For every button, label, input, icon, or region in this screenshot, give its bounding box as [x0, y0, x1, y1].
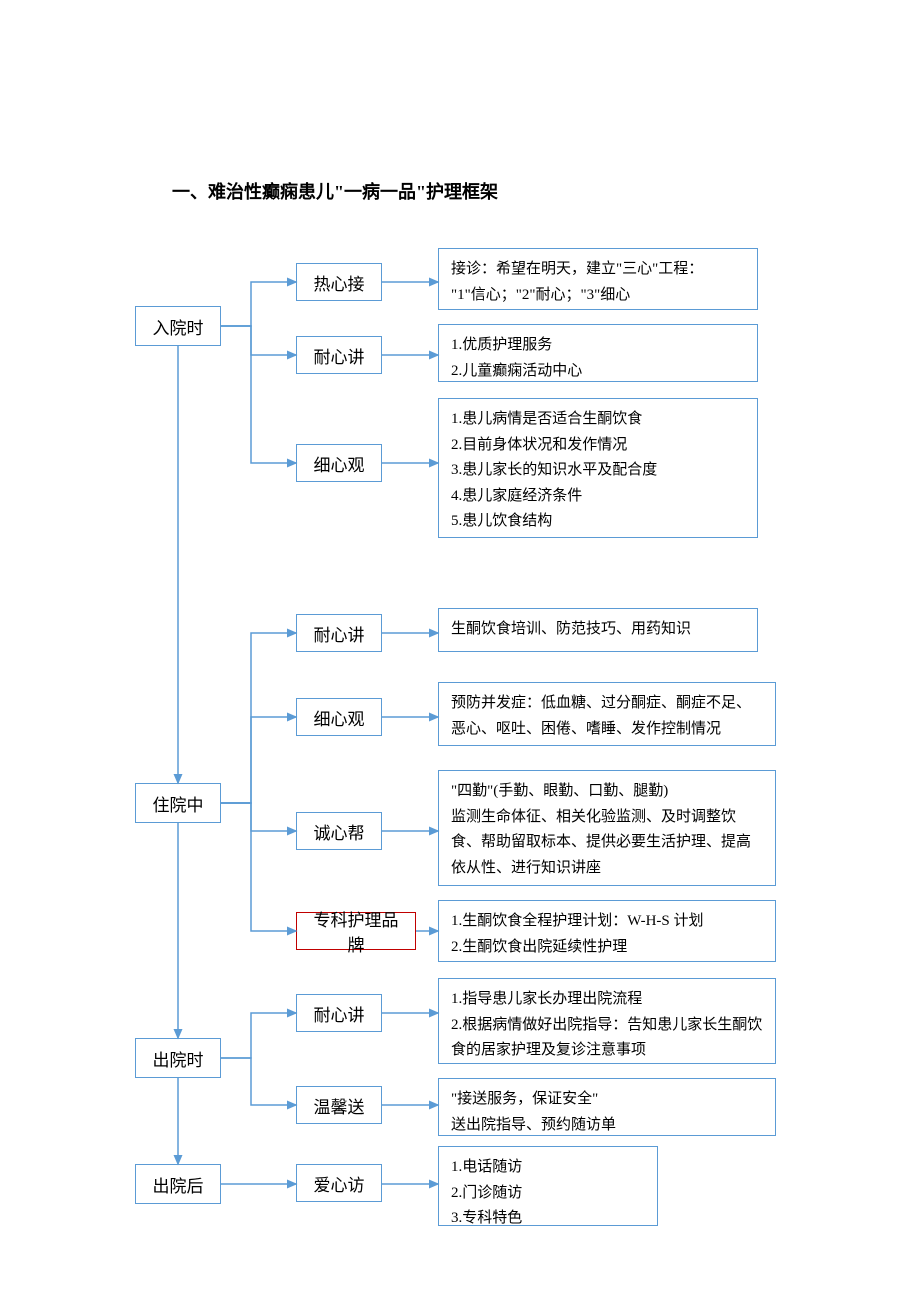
edge-s2-m5	[221, 717, 296, 803]
edge-s1-m1	[221, 282, 296, 326]
edge-s3-m8	[221, 1013, 296, 1058]
stage-s2: 住院中	[135, 783, 221, 823]
mid-m2: 耐心讲	[296, 336, 382, 374]
detail-d8: 1.指导患儿家长办理出院流程2.根据病情做好出院指导：告知患儿家长生酮饮食的居家…	[438, 978, 776, 1064]
edge-s1-m3	[221, 326, 296, 463]
edge-s3-m9	[221, 1058, 296, 1105]
page-title: 一、难治性癫痫患儿"一病一品"护理框架	[172, 178, 498, 204]
detail-d3: 1.患儿病情是否适合生酮饮食2.目前身体状况和发作情况3.患儿家长的知识水平及配…	[438, 398, 758, 538]
stage-s3: 出院时	[135, 1038, 221, 1078]
mid-m5: 细心观	[296, 698, 382, 736]
mid-m8: 耐心讲	[296, 994, 382, 1032]
mid-m6: 诚心帮	[296, 812, 382, 850]
mid-m9: 温馨送	[296, 1086, 382, 1124]
mid-m7: 专科护理品牌	[296, 912, 416, 950]
detail-d10: 1.电话随访2.门诊随访3.专科特色	[438, 1146, 658, 1226]
mid-m1: 热心接	[296, 263, 382, 301]
detail-d5: 预防并发症：低血糖、过分酮症、酮症不足、恶心、呕吐、困倦、嗜睡、发作控制情况	[438, 682, 776, 746]
edge-s2-m4	[221, 633, 296, 803]
detail-d2: 1.优质护理服务2.儿童癫痫活动中心	[438, 324, 758, 382]
detail-d1: 接诊：希望在明天，建立"三心"工程："1"信心；"2"耐心；"3"细心	[438, 248, 758, 310]
detail-d4: 生酮饮食培训、防范技巧、用药知识	[438, 608, 758, 652]
edge-s1-m2	[221, 326, 296, 355]
mid-m4: 耐心讲	[296, 614, 382, 652]
stage-s1: 入院时	[135, 306, 221, 346]
edge-s2-m6	[221, 803, 296, 831]
mid-m3: 细心观	[296, 444, 382, 482]
edge-s2-m7	[221, 803, 296, 931]
detail-d9: "接送服务，保证安全"送出院指导、预约随访单	[438, 1078, 776, 1136]
detail-d7: 1.生酮饮食全程护理计划：W-H-S 计划2.生酮饮食出院延续性护理	[438, 900, 776, 962]
mid-m10: 爱心访	[296, 1164, 382, 1202]
stage-s4: 出院后	[135, 1164, 221, 1204]
detail-d6: "四勤"(手勤、眼勤、口勤、腿勤)监测生命体征、相关化验监测、及时调整饮食、帮助…	[438, 770, 776, 886]
